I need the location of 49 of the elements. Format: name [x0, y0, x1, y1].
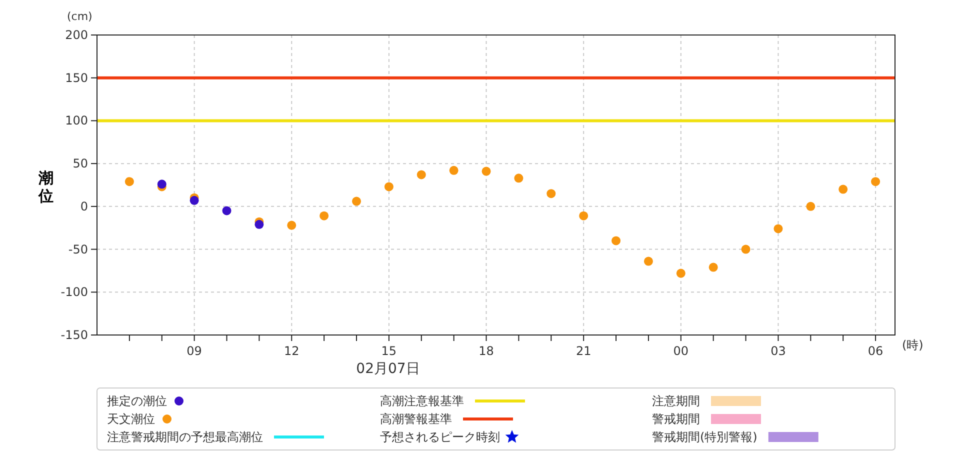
point	[838, 184, 848, 194]
point	[806, 202, 816, 211]
y-tick-label: -100	[60, 285, 88, 300]
y-tick-label: -50	[68, 242, 88, 256]
x-tick-label: 09	[186, 344, 202, 358]
y-tick-label: -150	[60, 328, 88, 342]
point	[871, 177, 880, 186]
legend-label: 予想されるピーク時刻	[380, 430, 500, 444]
point	[287, 220, 296, 230]
point	[612, 236, 621, 246]
point	[416, 170, 426, 180]
y-axis-title: 潮位	[38, 169, 54, 205]
legend-label: 警戒期間	[652, 412, 700, 426]
text: 02月07日	[356, 361, 420, 377]
legend-label: 注意警戒期間の予想最高潮位	[107, 430, 263, 444]
legend-label: 警戒期間(特別警報)	[652, 430, 758, 444]
point	[124, 177, 134, 186]
y-tick-label: 150	[65, 70, 88, 85]
x-tick-label: 18	[478, 344, 494, 358]
point	[546, 189, 556, 198]
x-axis-title: (時)	[902, 338, 924, 352]
point	[644, 256, 653, 266]
point	[514, 174, 524, 183]
point	[384, 182, 394, 192]
point	[774, 224, 783, 234]
x-tick-label: 21	[576, 344, 592, 358]
x-tick-label: 06	[868, 344, 884, 358]
legend-label: 注意期間	[652, 394, 700, 408]
point	[579, 211, 588, 220]
point	[676, 268, 686, 278]
y-tick-label: 0	[80, 199, 88, 214]
x-tick-label: 15	[381, 344, 397, 358]
legend-label: 高潮警報基準	[380, 412, 452, 426]
y-tick-label: 100	[65, 114, 88, 128]
legend-label: 天文潮位	[107, 412, 155, 426]
legend-label: 高潮注意報基準	[380, 394, 464, 408]
x-tick-label: 00	[673, 344, 689, 358]
y-tick-label: 200	[65, 28, 88, 42]
y-tick-label: 50	[72, 156, 88, 171]
legend-label: 推定の潮位	[107, 394, 167, 408]
point	[449, 166, 458, 175]
text: (cm)	[67, 10, 92, 23]
point	[741, 244, 750, 254]
point	[708, 262, 718, 272]
point	[482, 166, 491, 176]
point	[352, 196, 362, 206]
x-tick-label: 03	[770, 344, 786, 358]
point	[320, 211, 329, 220]
x-tick-label: 12	[284, 344, 300, 358]
